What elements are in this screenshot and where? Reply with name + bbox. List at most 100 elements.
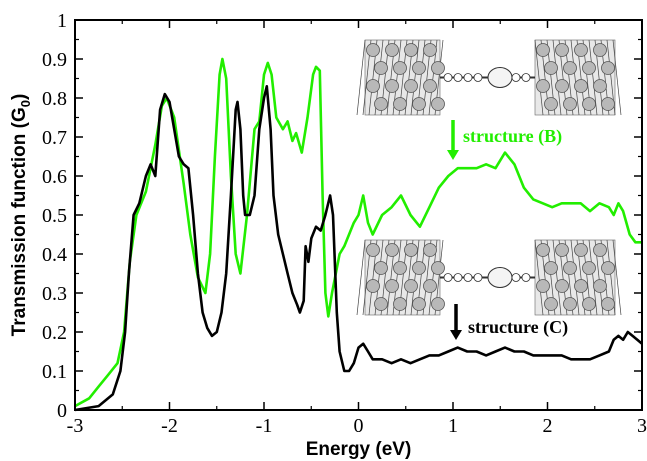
x-tick-label: -1 xyxy=(256,415,273,437)
chain-atom xyxy=(443,73,453,82)
atom xyxy=(423,279,437,293)
electrode-bond xyxy=(356,239,366,316)
atom xyxy=(574,79,588,93)
atom xyxy=(404,79,418,93)
atom xyxy=(431,61,445,75)
arrow-c-head xyxy=(450,330,462,340)
electrode-bond xyxy=(356,39,366,116)
y-axis-label-main: Transmission function (G xyxy=(9,107,30,336)
atom xyxy=(366,43,380,57)
chain-atom xyxy=(453,273,463,282)
atom xyxy=(555,279,569,293)
atom xyxy=(404,43,418,57)
electrode-bond xyxy=(552,239,562,316)
electrode-bond xyxy=(570,39,580,116)
atom xyxy=(393,261,407,275)
atom xyxy=(582,261,596,275)
atom xyxy=(412,297,426,311)
atom xyxy=(601,61,615,75)
chain-atom xyxy=(463,73,473,82)
molecular-structure-b-image xyxy=(356,39,622,116)
electrode-bond xyxy=(534,239,544,316)
ticks-layer: -3 -2 -1 0 1 2 3 0 0.1 0.2 0.3 0.4 0.5 0.6 0.7 0.8 0.9 1 xyxy=(42,10,647,437)
atom xyxy=(582,97,596,111)
atom xyxy=(593,43,607,57)
atom xyxy=(593,79,607,93)
x-tick-label: -2 xyxy=(161,415,178,437)
atom xyxy=(593,243,607,257)
electrode-bond xyxy=(612,239,622,316)
x-tick-label: 2 xyxy=(543,415,553,437)
x-tick-label: -3 xyxy=(67,415,84,437)
atom xyxy=(412,261,426,275)
electrode-bond xyxy=(612,39,622,116)
atom xyxy=(563,297,577,311)
atom xyxy=(431,261,445,275)
y-tick-label: 0.4 xyxy=(42,244,67,266)
electrode-bond xyxy=(570,239,580,316)
x-tick-label: 3 xyxy=(637,415,647,437)
atom xyxy=(431,97,445,111)
atom xyxy=(404,279,418,293)
atom xyxy=(404,243,418,257)
atom xyxy=(582,61,596,75)
atom xyxy=(544,297,558,311)
atom xyxy=(385,43,399,57)
x-tick-label: 1 xyxy=(448,415,458,437)
atom xyxy=(536,279,550,293)
x-axis-label: Energy (eV) xyxy=(306,439,412,460)
atom xyxy=(393,297,407,311)
atom xyxy=(544,97,558,111)
atom xyxy=(374,97,388,111)
chain-atom xyxy=(521,273,531,282)
atom xyxy=(555,243,569,257)
annotation-structure-b: structure (B) xyxy=(447,120,562,160)
chain-atom xyxy=(473,273,483,282)
atom xyxy=(536,243,550,257)
atom xyxy=(563,261,577,275)
annotation-c-label: structure (C) xyxy=(468,317,568,338)
series-layer xyxy=(74,57,643,412)
chain-atom xyxy=(511,273,521,282)
y-tick-label: 0 xyxy=(57,400,67,422)
atom xyxy=(366,243,380,257)
atom xyxy=(601,297,615,311)
atom xyxy=(431,297,445,311)
y-tick-label: 0.3 xyxy=(42,283,67,305)
chain-atom xyxy=(521,73,531,82)
y-tick-label: 0.2 xyxy=(42,322,67,344)
atom xyxy=(393,97,407,111)
atom xyxy=(563,61,577,75)
atom xyxy=(374,261,388,275)
chain-atom xyxy=(473,73,483,82)
atom xyxy=(555,43,569,57)
atom xyxy=(366,79,380,93)
annotation-b-label: structure (B) xyxy=(463,126,562,147)
atom xyxy=(423,243,437,257)
atom xyxy=(423,43,437,57)
annotation-structure-c: structure (C) xyxy=(450,304,568,340)
central-ring xyxy=(487,267,513,288)
atom xyxy=(582,297,596,311)
atom xyxy=(574,243,588,257)
y-axis-label: Transmission function (G0) xyxy=(9,94,33,337)
y-axis-label-sub: 0 xyxy=(18,100,33,107)
y-axis-label-close: ) xyxy=(9,94,30,100)
atom xyxy=(374,61,388,75)
atom xyxy=(536,79,550,93)
y-tick-label: 0.1 xyxy=(42,361,67,383)
electrode-bond xyxy=(534,39,544,116)
atom xyxy=(601,261,615,275)
series-line-1 xyxy=(74,57,642,408)
atom xyxy=(536,43,550,57)
atom xyxy=(544,261,558,275)
atom xyxy=(601,97,615,111)
atom xyxy=(423,79,437,93)
atom xyxy=(574,43,588,57)
atom xyxy=(385,79,399,93)
atom xyxy=(574,279,588,293)
y-tick-label: 0.9 xyxy=(42,49,67,71)
x-tick-label: 0 xyxy=(354,415,364,437)
atom xyxy=(385,279,399,293)
y-tick-label: 0.7 xyxy=(42,127,67,149)
